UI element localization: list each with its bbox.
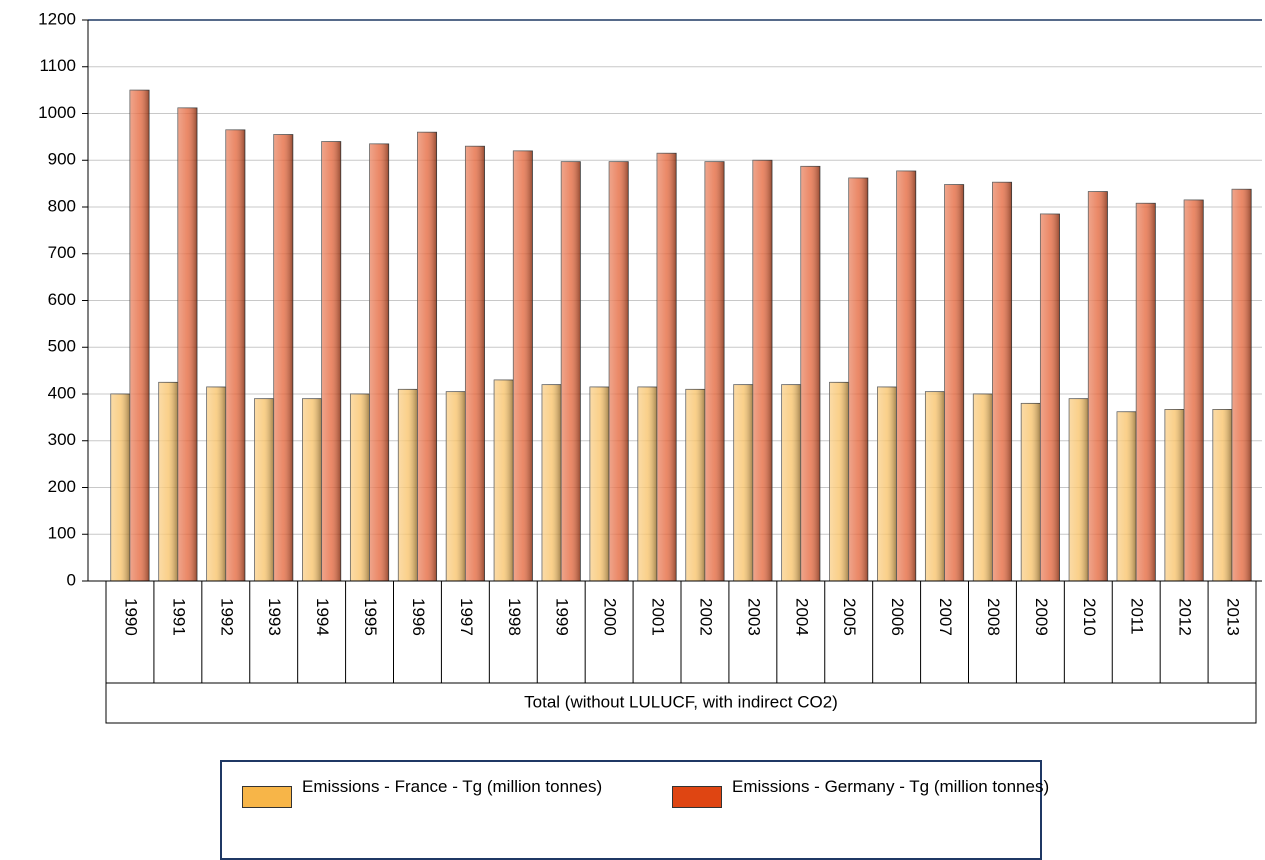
y-tick-label: 300 <box>48 430 76 449</box>
bar-shade <box>848 178 868 581</box>
x-tick-label: 2003 <box>744 598 763 636</box>
x-tick-label: 1997 <box>457 598 476 636</box>
legend-item: Emissions - Germany - Tg (million tonnes… <box>652 778 1092 808</box>
bar-shade <box>829 382 849 581</box>
bar-shade <box>110 394 130 581</box>
bar-shade <box>1117 411 1137 581</box>
bar-shade <box>589 386 610 581</box>
bar-shade <box>944 184 964 581</box>
y-tick-label: 900 <box>48 150 76 169</box>
y-tick-label: 400 <box>48 383 76 402</box>
y-tick-label: 800 <box>48 196 76 215</box>
bar-shade <box>129 90 150 581</box>
x-tick-label: 2012 <box>1176 598 1195 636</box>
x-tick-label: 2004 <box>792 598 811 636</box>
bar-shade <box>877 386 897 581</box>
y-tick-label: 1000 <box>38 103 76 122</box>
bar-shade <box>992 182 1012 581</box>
legend-label: Emissions - Germany - Tg (million tonnes… <box>732 777 1050 796</box>
bar-shade <box>398 389 418 581</box>
x-tick-label: 2006 <box>888 598 907 636</box>
bar-shade <box>1136 203 1156 581</box>
legend-label: Emissions - France - Tg (million tonnes) <box>302 777 603 796</box>
bar-shade <box>225 129 245 582</box>
bar-shade <box>1212 409 1233 581</box>
category-group-label: Total (without LULUCF, with indirect CO2… <box>524 692 838 711</box>
legend: Emissions - France - Tg (million tonnes)… <box>220 760 1049 860</box>
bar-shade <box>733 384 753 581</box>
bar-shade <box>800 166 820 581</box>
bar-shade <box>302 398 322 581</box>
y-tick-label: 0 <box>67 570 76 589</box>
x-tick-label: 2011 <box>1128 598 1147 635</box>
bar-shade <box>561 161 581 581</box>
y-tick-label: 500 <box>48 337 76 356</box>
legend-item: Emissions - France - Tg (million tonnes) <box>222 778 662 808</box>
x-tick-label: 1999 <box>553 598 572 636</box>
x-tick-label: 2009 <box>1032 598 1051 636</box>
bar-shade <box>465 146 485 581</box>
y-tick-label: 600 <box>48 290 76 309</box>
x-tick-label: 2007 <box>936 598 955 636</box>
x-tick-label: 1994 <box>313 598 332 636</box>
bar-shade <box>1069 398 1089 581</box>
x-tick-label: 2008 <box>984 598 1003 636</box>
x-tick-label: 1991 <box>169 598 188 636</box>
bar-shade <box>369 143 389 581</box>
y-tick-label: 700 <box>48 243 76 262</box>
bar-shade <box>350 394 370 581</box>
x-tick-label: 2002 <box>696 598 715 636</box>
bar-shade <box>973 394 993 581</box>
bar-shade <box>273 134 293 581</box>
x-tick-label: 1998 <box>505 598 524 636</box>
bar-shade <box>321 141 341 582</box>
legend-swatch <box>242 786 292 808</box>
x-tick-label: 2005 <box>840 598 859 636</box>
bar-shade <box>1164 409 1185 581</box>
x-tick-label: 2013 <box>1224 598 1243 636</box>
x-tick-label: 1996 <box>409 598 428 636</box>
y-tick-label: 100 <box>48 524 76 543</box>
bar-shade <box>685 389 705 581</box>
bar-shade <box>494 379 514 581</box>
bar-shade <box>781 384 801 581</box>
bar-shade <box>925 391 945 581</box>
x-tick-label: 1995 <box>361 598 380 636</box>
bar-shade <box>158 382 178 581</box>
bar-shade <box>1040 214 1060 581</box>
y-tick-label: 1200 <box>38 9 76 28</box>
y-tick-label: 200 <box>48 477 76 496</box>
x-tick-label: 2000 <box>601 598 620 636</box>
x-tick-label: 2001 <box>649 598 668 636</box>
bar-shade <box>417 132 437 581</box>
x-tick-label: 1993 <box>265 598 284 636</box>
bar-shade <box>1184 199 1204 582</box>
bar-shade <box>177 107 198 581</box>
bar-shade <box>513 150 533 581</box>
bar-shade <box>752 160 773 581</box>
bar-shade <box>1232 189 1252 582</box>
bar-shade <box>254 398 274 581</box>
bar-shade <box>542 384 562 581</box>
bar-shade <box>1088 191 1108 581</box>
bar-shade <box>704 161 725 581</box>
bar-shade <box>446 391 466 581</box>
x-tick-label: 1992 <box>217 598 236 636</box>
y-tick-label: 1100 <box>39 56 76 75</box>
x-tick-label: 2010 <box>1080 598 1099 636</box>
legend-swatch <box>672 786 722 808</box>
x-tick-label: 1990 <box>121 598 140 636</box>
bar-shade <box>657 153 677 582</box>
bar-shade <box>637 386 658 581</box>
bar-shade <box>896 171 916 581</box>
bar-shade <box>609 161 629 581</box>
category-group-box <box>105 682 1257 724</box>
bar-shade <box>206 386 226 581</box>
bar-shade <box>1021 403 1041 581</box>
